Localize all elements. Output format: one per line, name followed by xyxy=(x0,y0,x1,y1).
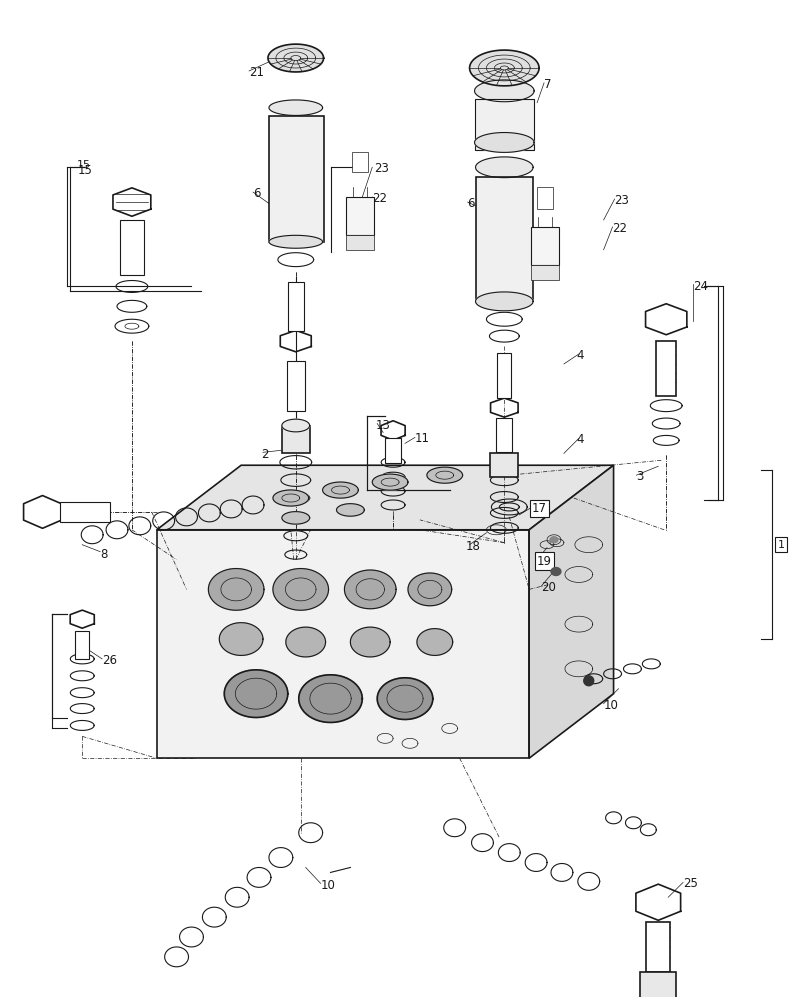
Text: 6: 6 xyxy=(467,197,474,210)
Bar xyxy=(646,922,669,972)
Polygon shape xyxy=(336,504,364,516)
Text: 4: 4 xyxy=(576,433,584,446)
Bar xyxy=(530,227,558,265)
Text: 17: 17 xyxy=(531,502,547,515)
Polygon shape xyxy=(529,465,613,758)
Polygon shape xyxy=(298,675,362,722)
Polygon shape xyxy=(551,568,560,575)
Bar xyxy=(490,453,517,477)
Text: 24: 24 xyxy=(692,280,707,293)
Bar xyxy=(286,361,304,411)
Bar xyxy=(497,353,511,398)
Bar xyxy=(536,187,552,209)
Polygon shape xyxy=(475,157,533,178)
Bar xyxy=(640,972,676,1000)
Text: 1: 1 xyxy=(776,540,783,550)
Polygon shape xyxy=(157,530,529,758)
Bar xyxy=(281,426,309,453)
Text: 23: 23 xyxy=(374,162,388,175)
Text: 7: 7 xyxy=(543,78,551,91)
Bar xyxy=(60,502,110,522)
Bar xyxy=(268,116,323,242)
Polygon shape xyxy=(208,569,264,610)
Text: 18: 18 xyxy=(465,540,480,553)
Bar xyxy=(496,418,512,452)
Bar xyxy=(475,177,533,301)
Polygon shape xyxy=(469,50,539,86)
Polygon shape xyxy=(157,465,613,530)
Text: 10: 10 xyxy=(320,879,335,892)
Text: 2: 2 xyxy=(260,448,268,461)
Text: 10: 10 xyxy=(603,699,618,712)
Polygon shape xyxy=(344,570,396,609)
Polygon shape xyxy=(475,292,533,311)
Text: 21: 21 xyxy=(249,66,264,79)
Polygon shape xyxy=(377,678,432,719)
Text: 26: 26 xyxy=(102,654,117,667)
Polygon shape xyxy=(224,670,287,717)
Polygon shape xyxy=(268,100,322,115)
Polygon shape xyxy=(583,676,593,686)
Bar xyxy=(384,438,401,463)
Polygon shape xyxy=(408,573,451,606)
Text: 3: 3 xyxy=(636,470,643,483)
Bar xyxy=(352,152,368,172)
Text: 4: 4 xyxy=(576,349,584,362)
Polygon shape xyxy=(322,482,358,498)
Bar xyxy=(655,341,676,396)
Polygon shape xyxy=(427,467,462,483)
Polygon shape xyxy=(268,44,323,72)
Text: 8: 8 xyxy=(100,548,107,561)
Polygon shape xyxy=(281,419,309,432)
Bar xyxy=(120,220,144,275)
Text: 20: 20 xyxy=(540,581,556,594)
Polygon shape xyxy=(285,627,325,657)
Polygon shape xyxy=(416,629,452,655)
Bar xyxy=(75,631,89,659)
Polygon shape xyxy=(268,235,322,248)
Bar xyxy=(287,282,303,331)
Text: 22: 22 xyxy=(371,192,387,205)
Bar xyxy=(530,265,558,280)
Text: 6: 6 xyxy=(253,187,260,200)
Text: 22: 22 xyxy=(611,222,627,235)
Polygon shape xyxy=(549,537,557,543)
Bar xyxy=(346,197,374,235)
Text: 23: 23 xyxy=(614,194,629,207)
Polygon shape xyxy=(219,623,263,655)
Polygon shape xyxy=(350,627,389,657)
Polygon shape xyxy=(281,512,309,524)
Bar xyxy=(346,235,374,250)
Polygon shape xyxy=(474,133,534,152)
Text: 11: 11 xyxy=(414,432,429,445)
Text: 15: 15 xyxy=(77,164,92,177)
Polygon shape xyxy=(474,80,534,102)
Text: 19: 19 xyxy=(536,555,551,568)
Text: 13: 13 xyxy=(375,419,389,432)
Text: 15: 15 xyxy=(77,160,91,170)
Polygon shape xyxy=(371,474,407,490)
Polygon shape xyxy=(272,569,328,610)
Text: 25: 25 xyxy=(682,877,697,890)
Polygon shape xyxy=(272,490,308,506)
Bar xyxy=(474,99,534,150)
